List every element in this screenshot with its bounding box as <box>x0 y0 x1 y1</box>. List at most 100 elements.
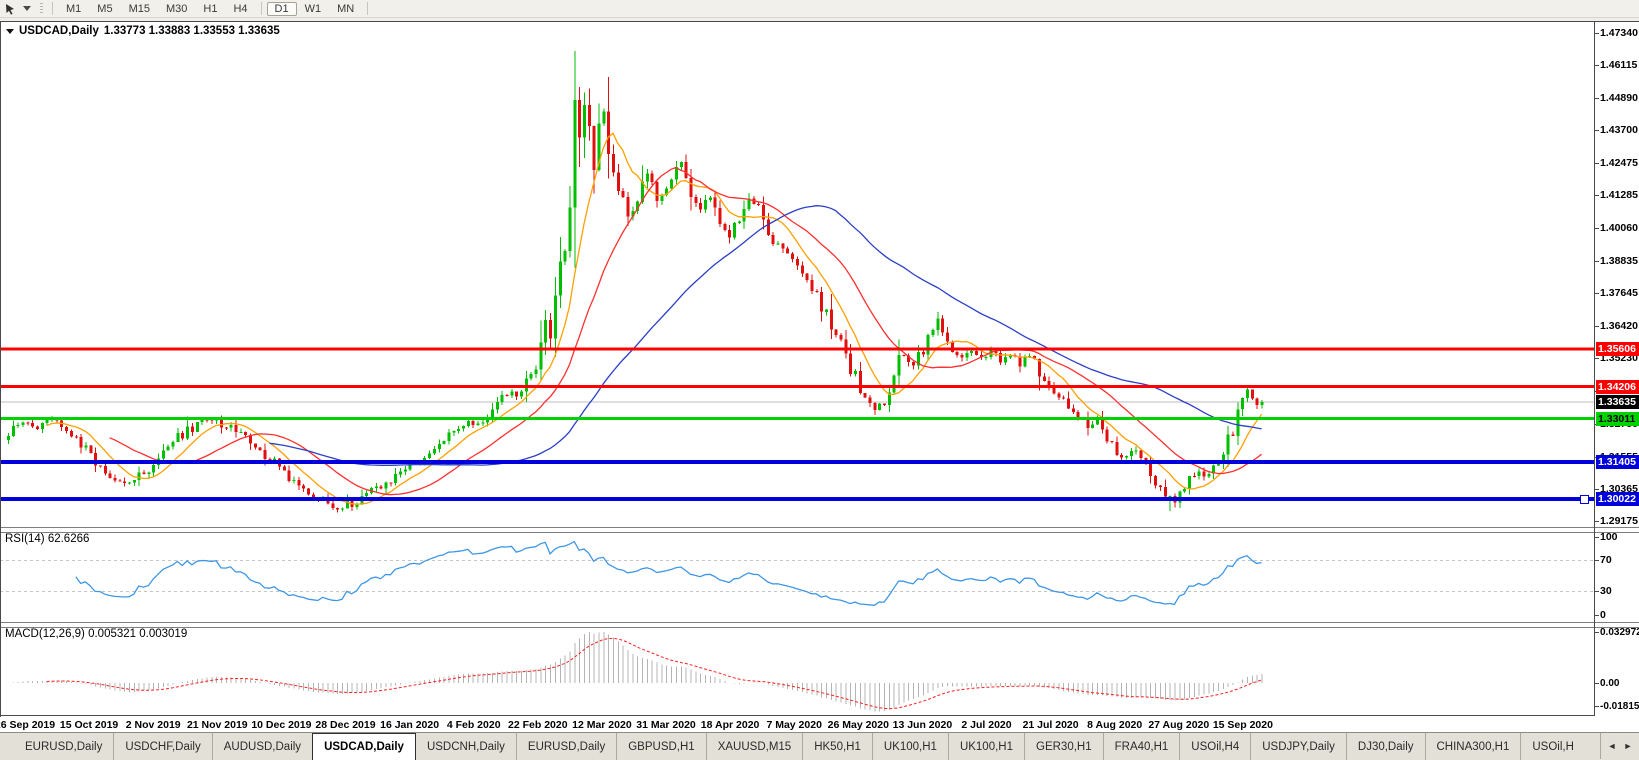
rsi-pane[interactable] <box>0 531 1639 622</box>
price-axis-label[interactable]: 1.37645 <box>1600 287 1638 300</box>
tab-scroll-right-icon[interactable]: ► <box>1623 741 1633 751</box>
date-label: 2 Jul 2020 <box>961 719 1012 731</box>
macd-axis-label[interactable]: -0.018154 <box>1600 700 1639 712</box>
timeframe-button-m30[interactable]: M30 <box>165 2 188 15</box>
chart-ohlc-values: 1.33773 1.33883 1.33553 1.33635 <box>103 25 280 37</box>
date-label: 12 Mar 2020 <box>572 719 632 731</box>
tab-ger30-h1[interactable]: GER30,H1 <box>1024 733 1103 760</box>
tab-usdcad-daily[interactable]: USDCAD,Daily <box>312 733 416 760</box>
macd-pane[interactable] <box>0 626 1639 715</box>
price-axis-label[interactable]: 1.43700 <box>1600 124 1638 137</box>
tab-usdcnh-daily[interactable]: USDCNH,Daily <box>426 740 505 753</box>
hline-price-tag: 1.30022 <box>1596 492 1639 507</box>
price-axis-tick <box>1594 32 1599 34</box>
candles <box>7 50 1264 513</box>
timeframe-button-m5[interactable]: M5 <box>97 2 113 15</box>
price-axis-line <box>1594 22 1595 716</box>
rsi-axis-tick <box>1594 591 1599 593</box>
collapse-triangle-icon[interactable] <box>6 28 14 34</box>
macd-axis-label[interactable]: 0.00 <box>1600 677 1620 689</box>
chart-title: USDCAD,Daily 1.33773 1.33883 1.33553 1.3… <box>6 25 280 37</box>
price-axis-label[interactable]: 1.41285 <box>1600 189 1638 202</box>
tab-scroll-left-icon[interactable]: ◄ <box>1607 741 1617 751</box>
price-axis-label[interactable]: 1.36420 <box>1600 320 1638 333</box>
price-axis-label[interactable]: 1.44890 <box>1600 92 1638 105</box>
cursor-tool-icon[interactable] <box>3 2 17 15</box>
timeframe-button-d1[interactable]: D1 <box>266 1 297 16</box>
price-axis-tick <box>1594 65 1599 67</box>
price-axis-label[interactable]: 1.29175 <box>1600 515 1638 528</box>
tab-dj30-daily[interactable]: DJ30,Daily <box>1345 733 1425 760</box>
hline-price-tag: 1.31405 <box>1596 454 1639 469</box>
price-axis-tick <box>1594 228 1599 230</box>
price-axis-label[interactable]: 1.42475 <box>1600 157 1638 170</box>
rsi-axis-tick <box>1594 559 1599 561</box>
date-label: 27 Aug 2020 <box>1148 719 1210 731</box>
toolbar-grip[interactable] <box>40 2 43 15</box>
date-label: 16 Jan 2020 <box>380 719 440 731</box>
date-label: 26 May 2020 <box>827 719 889 731</box>
price-axis-label[interactable]: 1.46115 <box>1600 59 1638 72</box>
timeframe-button-w1[interactable]: W1 <box>304 2 322 15</box>
tab-uk100-h1[interactable]: UK100,H1 <box>947 733 1024 760</box>
tab-usdjpy-daily[interactable]: USDJPY,Daily <box>1250 733 1346 760</box>
tab-audusd-daily[interactable]: AUDUSD,Daily <box>211 733 312 760</box>
price-axis-tick <box>1594 163 1599 165</box>
toolbar-separator <box>52 2 53 15</box>
date-label: 10 Dec 2019 <box>251 719 312 731</box>
tab-hk50-h1[interactable]: HK50,H1 <box>802 733 872 760</box>
current-price-tag: 1.33635 <box>1596 394 1639 409</box>
rsi-axis-label[interactable]: 70 <box>1600 553 1612 566</box>
timeframe-button-mn[interactable]: MN <box>337 2 355 15</box>
rsi-axis-tick <box>1594 536 1599 538</box>
tab-eurusd-daily[interactable]: EURUSD,Daily <box>515 733 616 760</box>
timeframe-button-m15[interactable]: M15 <box>128 2 150 15</box>
macd-histogram <box>12 632 1263 712</box>
pane-divider[interactable] <box>0 622 1639 628</box>
macd-axis-label[interactable]: 0.032972 <box>1600 626 1639 638</box>
rsi-axis-label[interactable]: 0 <box>1600 608 1606 621</box>
pane-divider[interactable] <box>0 527 1639 533</box>
date-label: 7 May 2020 <box>766 719 822 731</box>
tab-usdchf-daily[interactable]: USDCHF,Daily <box>113 733 211 760</box>
date-label: 18 Apr 2020 <box>700 719 760 731</box>
tab-china300-h1[interactable]: CHINA300,H1 <box>1424 733 1521 760</box>
price-axis-label[interactable]: 1.40060 <box>1600 222 1638 235</box>
chevron-down-icon[interactable] <box>20 2 34 15</box>
hline-price-tag: 1.33011 <box>1596 411 1639 426</box>
date-label: 26 Sep 2019 <box>0 719 56 731</box>
tab-uk100-h1[interactable]: UK100,H1 <box>871 733 948 760</box>
price-axis-label[interactable]: 1.38835 <box>1600 255 1638 268</box>
price-axis-label[interactable]: 1.47340 <box>1600 26 1638 39</box>
date-label: 13 Jun 2020 <box>892 719 953 731</box>
tab-gbpusd-h1[interactable]: GBPUSD,H1 <box>616 733 705 760</box>
timeframe-button-h4[interactable]: H4 <box>233 2 248 15</box>
rsi-axis-tick <box>1594 614 1599 616</box>
price-axis-tick <box>1594 98 1599 100</box>
symbol-tab-bar: EURUSD,Daily USDCHF,Daily AUDUSD,Daily USDC… <box>0 732 1639 760</box>
rsi-axis-label[interactable]: 30 <box>1600 585 1612 598</box>
rsi-indicator-label: RSI(14) 62.6266 <box>5 533 90 545</box>
hline-price-tag: 1.34206 <box>1596 379 1639 394</box>
date-label: 2 Nov 2019 <box>125 719 181 731</box>
tab-scroll-buttons: ◄ ► <box>1600 733 1639 759</box>
rsi-axis-label[interactable]: 100 <box>1600 530 1618 543</box>
price-axis-tick <box>1594 489 1599 491</box>
tab-fra40-h1[interactable]: FRA40,H1 <box>1102 733 1180 760</box>
tab-eurusd-daily[interactable]: EURUSD,Daily <box>25 740 103 753</box>
tab-xauusd-m15[interactable]: XAUUSD,M15 <box>705 733 803 760</box>
line-endpoint-handle[interactable] <box>1580 495 1589 505</box>
date-label: 28 Dec 2019 <box>315 719 376 731</box>
timeframe-button-h1[interactable]: H1 <box>203 2 218 15</box>
price-axis-tick <box>1594 521 1599 523</box>
price-axis-tick <box>1594 195 1599 197</box>
date-label: 31 Mar 2020 <box>636 719 696 731</box>
tab-usoil-h[interactable]: USOil,H <box>1520 733 1585 760</box>
macd-axis-tick <box>1594 682 1599 684</box>
price-chart-pane[interactable] <box>0 22 1639 527</box>
chart-symbol-label: USDCAD,Daily <box>19 25 99 37</box>
timeframe-button-m1[interactable]: M1 <box>66 2 82 15</box>
macd-axis-tick <box>1594 631 1599 633</box>
tab-usoil-h4[interactable]: USOil,H4 <box>1179 733 1250 760</box>
